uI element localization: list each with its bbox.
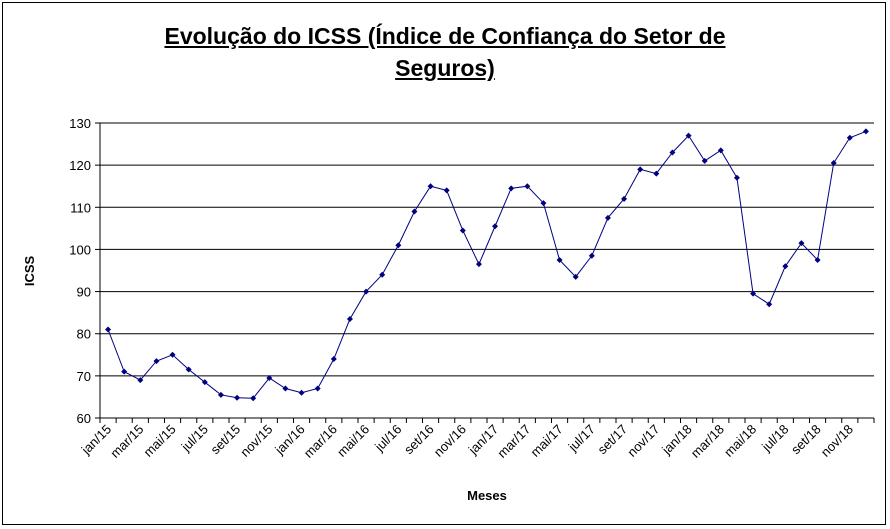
y-tick-label: 70 bbox=[77, 369, 91, 384]
data-point bbox=[395, 242, 402, 249]
data-point bbox=[653, 170, 660, 177]
data-point bbox=[282, 385, 289, 392]
x-tick-label: mai/16 bbox=[334, 422, 372, 460]
data-point bbox=[685, 132, 692, 139]
data-point bbox=[830, 160, 837, 167]
data-point bbox=[814, 256, 821, 263]
data-point bbox=[621, 195, 628, 202]
data-point bbox=[459, 227, 466, 234]
data-point bbox=[766, 301, 773, 308]
data-point bbox=[492, 223, 499, 230]
data-point bbox=[298, 389, 305, 396]
y-axis-label: ICSS bbox=[22, 256, 37, 287]
data-point bbox=[862, 128, 869, 135]
x-tick-label: set/16 bbox=[401, 422, 437, 458]
x-axis-label: Meses bbox=[467, 488, 507, 503]
x-tick-label: set/18 bbox=[788, 422, 824, 458]
data-point bbox=[121, 368, 128, 375]
data-point bbox=[782, 263, 789, 270]
data-point bbox=[346, 315, 353, 322]
x-tick-label: set/15 bbox=[208, 422, 244, 458]
x-tick-label: jul/16 bbox=[371, 422, 404, 455]
data-point bbox=[185, 366, 192, 373]
data-point bbox=[508, 185, 515, 192]
y-tick-label: 110 bbox=[70, 200, 91, 215]
x-tick-label: nov/15 bbox=[237, 422, 275, 460]
data-point bbox=[750, 290, 757, 297]
data-point bbox=[363, 288, 370, 295]
data-point bbox=[717, 147, 724, 154]
data-point bbox=[379, 271, 386, 278]
data-point bbox=[411, 208, 418, 215]
data-point bbox=[846, 134, 853, 141]
data-point bbox=[137, 377, 144, 384]
x-tick-label: mar/16 bbox=[301, 422, 340, 461]
data-point bbox=[637, 166, 644, 173]
data-point bbox=[524, 183, 531, 190]
x-tick-label: mai/15 bbox=[140, 422, 178, 460]
y-tick-labels: 60 70 80 90 100 110 120 130 bbox=[69, 116, 91, 426]
y-tick-label: 100 bbox=[69, 242, 91, 257]
data-point bbox=[266, 374, 273, 381]
x-tick-label: mai/18 bbox=[721, 422, 759, 460]
data-point bbox=[105, 326, 112, 333]
data-point bbox=[250, 395, 257, 402]
data-point bbox=[669, 149, 676, 156]
chart-title-line-1: Evolução do ICSS (Índice de Confiança do… bbox=[164, 23, 726, 49]
icss-series bbox=[105, 128, 869, 402]
series-line bbox=[107, 130, 867, 399]
y-tick-label: 90 bbox=[77, 285, 91, 300]
y-tick-label: 120 bbox=[69, 158, 91, 173]
gridlines bbox=[100, 122, 874, 377]
x-tick-label: jul/17 bbox=[565, 422, 598, 455]
x-tick-label: nov/18 bbox=[818, 422, 856, 460]
data-point bbox=[588, 252, 595, 259]
chart-title-line-2: Seguros) bbox=[395, 55, 495, 81]
data-point bbox=[733, 174, 740, 181]
y-tick-label: 130 bbox=[69, 116, 91, 131]
axes bbox=[95, 122, 875, 423]
x-tick-label: mai/17 bbox=[527, 422, 565, 460]
x-tick-label: jul/15 bbox=[178, 422, 211, 455]
data-point bbox=[169, 351, 176, 358]
data-point bbox=[217, 391, 224, 398]
x-tick-label: mar/17 bbox=[494, 422, 533, 461]
data-point bbox=[330, 356, 337, 362]
x-tick-label: mar/18 bbox=[688, 422, 727, 461]
data-point bbox=[556, 256, 563, 263]
x-tick-label: nov/16 bbox=[431, 422, 469, 460]
x-tick-label: nov/17 bbox=[624, 422, 662, 460]
data-point bbox=[314, 385, 321, 392]
x-tick-label: mar/15 bbox=[107, 422, 146, 461]
data-point bbox=[153, 358, 160, 365]
data-point bbox=[475, 261, 482, 268]
data-point bbox=[701, 157, 708, 164]
data-point bbox=[540, 200, 547, 207]
data-point bbox=[798, 240, 805, 247]
data-point bbox=[201, 379, 208, 386]
chart-title: Evolução do ICSS (Índice de Confiança do… bbox=[0, 20, 890, 84]
y-tick-label: 80 bbox=[77, 327, 91, 342]
x-tick-label: jul/18 bbox=[758, 422, 791, 455]
data-point bbox=[443, 187, 450, 194]
data-point bbox=[572, 273, 579, 280]
data-point bbox=[427, 183, 434, 190]
y-tick-label: 60 bbox=[77, 411, 91, 426]
x-tick-label: set/17 bbox=[595, 422, 631, 458]
data-point bbox=[604, 214, 611, 221]
data-point bbox=[234, 394, 241, 401]
